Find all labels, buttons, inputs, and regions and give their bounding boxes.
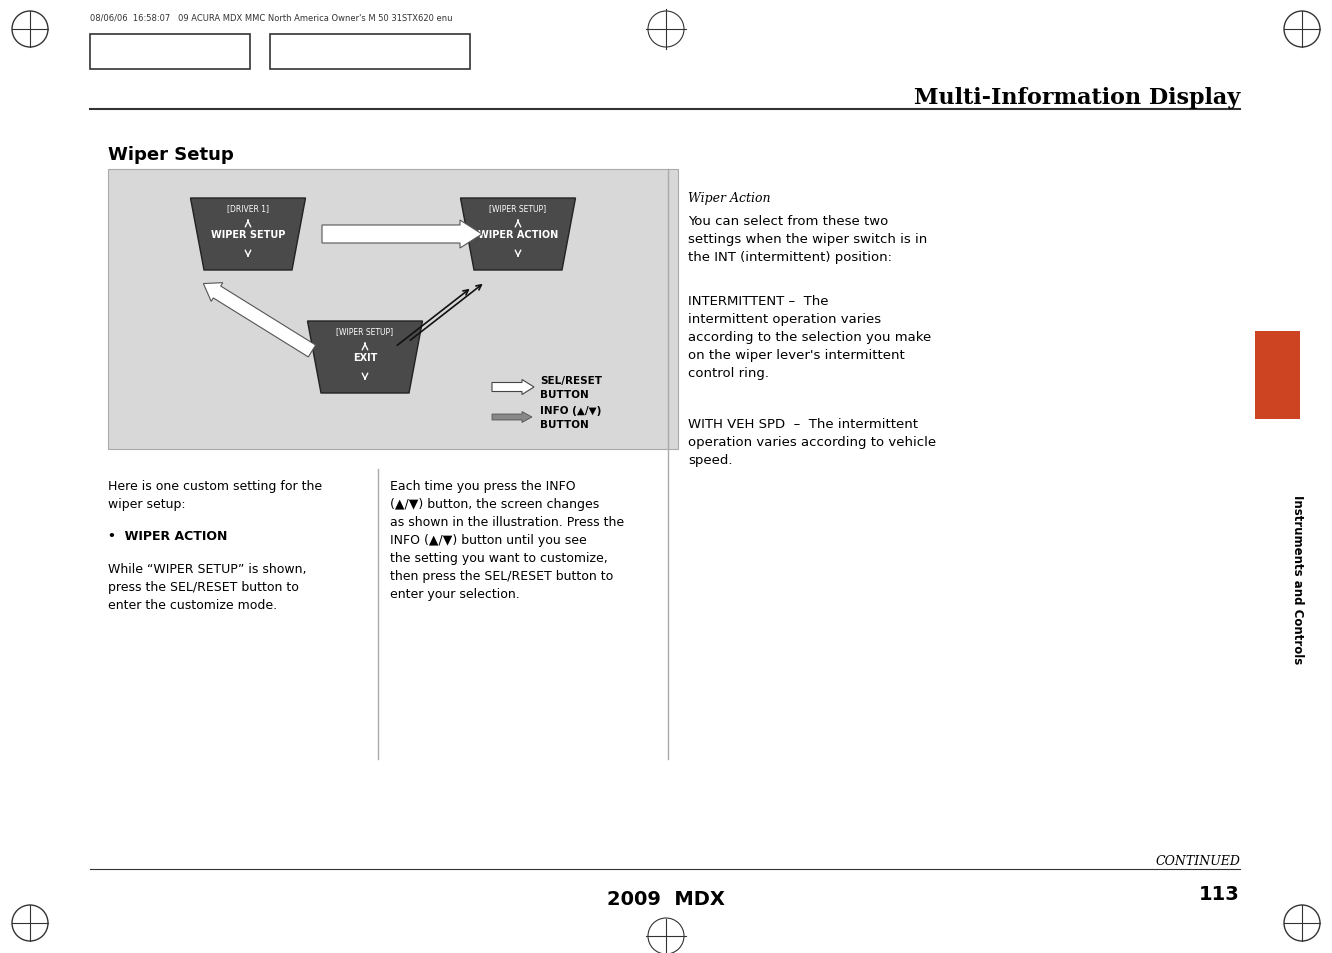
Text: WIPER SETUP: WIPER SETUP [210, 230, 285, 240]
Bar [1255, 332, 1300, 419]
FancyArrow shape [492, 412, 531, 423]
Text: Here is one custom setting for the
wiper setup:: Here is one custom setting for the wiper… [108, 479, 322, 511]
Text: INTERMITTENT –  The
intermittent operation varies
according to the selection you: INTERMITTENT – The intermittent operatio… [689, 294, 931, 379]
Text: •  WIPER ACTION: • WIPER ACTION [108, 530, 228, 542]
Polygon shape [461, 199, 575, 271]
Text: 113: 113 [1199, 884, 1240, 903]
Bar [270, 35, 470, 70]
Text: CONTINUED: CONTINUED [1155, 855, 1240, 867]
Bar [91, 35, 250, 70]
Text: Wiper Setup: Wiper Setup [108, 146, 233, 164]
Text: 2009  MDX: 2009 MDX [607, 889, 725, 908]
Polygon shape [190, 199, 305, 271]
Text: WITH VEH SPD  –  The intermittent
operation varies according to vehicle
speed.: WITH VEH SPD – The intermittent operatio… [689, 417, 936, 467]
Text: WIPER ACTION: WIPER ACTION [478, 230, 558, 240]
Text: [DRIVER 1]: [DRIVER 1] [226, 204, 269, 213]
Text: Wiper Action: Wiper Action [689, 192, 770, 205]
Text: [WIPER SETUP]: [WIPER SETUP] [489, 204, 546, 213]
FancyArrow shape [492, 380, 534, 395]
Text: [WIPER SETUP]: [WIPER SETUP] [337, 327, 393, 336]
Polygon shape [308, 322, 422, 394]
Bar [108, 170, 678, 450]
Text: 08/06/06  16:58:07   09 ACURA MDX MMC North America Owner's M 50 31STX620 enu: 08/06/06 16:58:07 09 ACURA MDX MMC North… [91, 13, 453, 23]
Text: Multi-Information Display: Multi-Information Display [914, 87, 1240, 109]
Text: Each time you press the INFO
(▲/▼) button, the screen changes
as shown in the il: Each time you press the INFO (▲/▼) butto… [390, 479, 625, 600]
Text: INFO (▲/▼)
BUTTON: INFO (▲/▼) BUTTON [539, 406, 601, 429]
Text: You can select from these two
settings when the wiper switch is in
the INT (inte: You can select from these two settings w… [689, 214, 927, 264]
Text: SEL/RESET
BUTTON: SEL/RESET BUTTON [539, 376, 602, 399]
Text: EXIT: EXIT [353, 353, 377, 363]
FancyArrow shape [322, 221, 482, 249]
Text: While “WIPER SETUP” is shown,
press the SEL/RESET button to
enter the customize : While “WIPER SETUP” is shown, press the … [108, 562, 306, 612]
FancyArrow shape [204, 283, 316, 357]
Text: Instruments and Controls: Instruments and Controls [1292, 495, 1304, 664]
